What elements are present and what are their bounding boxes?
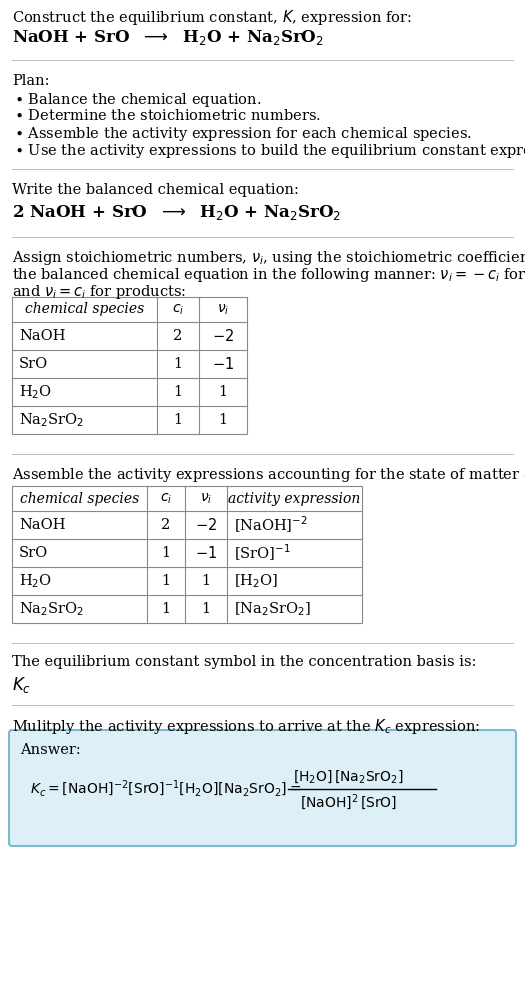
Text: SrO: SrO	[19, 546, 48, 560]
Text: $-1$: $-1$	[195, 545, 217, 561]
Text: Write the balanced chemical equation:: Write the balanced chemical equation:	[12, 183, 299, 197]
Text: $\bullet$ Use the activity expressions to build the equilibrium constant express: $\bullet$ Use the activity expressions t…	[14, 142, 525, 160]
Text: $\nu_i$: $\nu_i$	[217, 302, 229, 317]
Text: H$_2$O: H$_2$O	[19, 572, 52, 590]
Text: $-1$: $-1$	[212, 356, 234, 372]
Text: 1: 1	[162, 546, 171, 560]
Text: activity expression: activity expression	[228, 491, 361, 506]
Text: $\bullet$ Assemble the activity expression for each chemical species.: $\bullet$ Assemble the activity expressi…	[14, 125, 472, 143]
Text: $-2$: $-2$	[195, 517, 217, 533]
Text: $K_c = [\mathrm{NaOH}]^{-2}[\mathrm{SrO}]^{-1}[\mathrm{H_2O}][\mathrm{Na_2SrO_2}: $K_c = [\mathrm{NaOH}]^{-2}[\mathrm{SrO}…	[30, 779, 301, 799]
Text: Answer:: Answer:	[20, 743, 81, 757]
Text: $[\mathrm{NaOH}]^2\,[\mathrm{SrO}]$: $[\mathrm{NaOH}]^2\,[\mathrm{SrO}]$	[300, 792, 397, 812]
Text: 1: 1	[162, 574, 171, 588]
Text: 1: 1	[173, 357, 183, 371]
FancyBboxPatch shape	[9, 730, 516, 846]
Text: $\bullet$ Determine the stoichiometric numbers.: $\bullet$ Determine the stoichiometric n…	[14, 108, 321, 123]
Text: 2 NaOH + SrO  $\longrightarrow$  H$_2$O + Na$_2$SrO$_2$: 2 NaOH + SrO $\longrightarrow$ H$_2$O + …	[12, 203, 341, 222]
Text: 1: 1	[202, 602, 211, 616]
Text: 1: 1	[173, 385, 183, 399]
Text: NaOH: NaOH	[19, 329, 66, 343]
Text: [NaOH]$^{-2}$: [NaOH]$^{-2}$	[234, 515, 308, 535]
Text: 1: 1	[162, 602, 171, 616]
Text: $\nu_i$: $\nu_i$	[200, 491, 212, 506]
Text: [SrO]$^{-1}$: [SrO]$^{-1}$	[234, 542, 291, 563]
Text: 2: 2	[161, 518, 171, 532]
Text: Assemble the activity expressions accounting for the state of matter and $\nu_i$: Assemble the activity expressions accoun…	[12, 466, 525, 484]
Text: chemical species: chemical species	[25, 302, 144, 316]
Text: [H$_2$O]: [H$_2$O]	[234, 572, 278, 590]
Text: SrO: SrO	[19, 357, 48, 371]
Text: 1: 1	[202, 574, 211, 588]
Text: $[\mathrm{H_2O}]\,[\mathrm{Na_2SrO_2}]$: $[\mathrm{H_2O}]\,[\mathrm{Na_2SrO_2}]$	[293, 769, 404, 785]
Text: [Na$_2$SrO$_2$]: [Na$_2$SrO$_2$]	[234, 600, 311, 618]
Text: The equilibrium constant symbol in the concentration basis is:: The equilibrium constant symbol in the c…	[12, 655, 477, 669]
Text: 1: 1	[173, 413, 183, 427]
Text: NaOH + SrO  $\longrightarrow$  H$_2$O + Na$_2$SrO$_2$: NaOH + SrO $\longrightarrow$ H$_2$O + Na…	[12, 28, 324, 47]
Text: Mulitply the activity expressions to arrive at the $K_c$ expression:: Mulitply the activity expressions to arr…	[12, 717, 480, 736]
Text: Assign stoichiometric numbers, $\nu_i$, using the stoichiometric coefficients, $: Assign stoichiometric numbers, $\nu_i$, …	[12, 249, 525, 267]
Text: Na$_2$SrO$_2$: Na$_2$SrO$_2$	[19, 411, 84, 429]
Text: $K_c$: $K_c$	[12, 675, 31, 695]
Text: 1: 1	[218, 385, 227, 399]
Text: $c_i$: $c_i$	[160, 491, 172, 506]
Text: $-2$: $-2$	[212, 328, 234, 344]
Text: chemical species: chemical species	[20, 491, 139, 506]
Text: NaOH: NaOH	[19, 518, 66, 532]
Text: $\bullet$ Balance the chemical equation.: $\bullet$ Balance the chemical equation.	[14, 91, 261, 109]
Text: Construct the equilibrium constant, $K$, expression for:: Construct the equilibrium constant, $K$,…	[12, 8, 412, 27]
Bar	[12, 297, 247, 434]
Text: 2: 2	[173, 329, 183, 343]
Text: H$_2$O: H$_2$O	[19, 383, 52, 401]
Text: $c_i$: $c_i$	[172, 302, 184, 317]
Text: Na$_2$SrO$_2$: Na$_2$SrO$_2$	[19, 600, 84, 618]
Bar	[12, 486, 362, 623]
Text: and $\nu_i = c_i$ for products:: and $\nu_i = c_i$ for products:	[12, 283, 186, 301]
Text: 1: 1	[218, 413, 227, 427]
Text: Plan:: Plan:	[12, 74, 49, 88]
Text: the balanced chemical equation in the following manner: $\nu_i = -c_i$ for react: the balanced chemical equation in the fo…	[12, 266, 525, 284]
